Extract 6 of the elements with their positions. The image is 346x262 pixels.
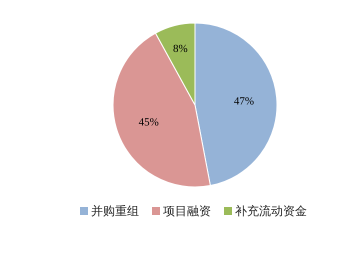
data-label: 45% <box>138 116 159 129</box>
legend-label: 项目融资 <box>163 204 211 218</box>
data-label: 47% <box>234 95 254 108</box>
legend-label: 补充流动资金 <box>235 204 307 218</box>
legend-label: 并购重组 <box>91 204 139 218</box>
data-label: 8% <box>172 42 188 55</box>
